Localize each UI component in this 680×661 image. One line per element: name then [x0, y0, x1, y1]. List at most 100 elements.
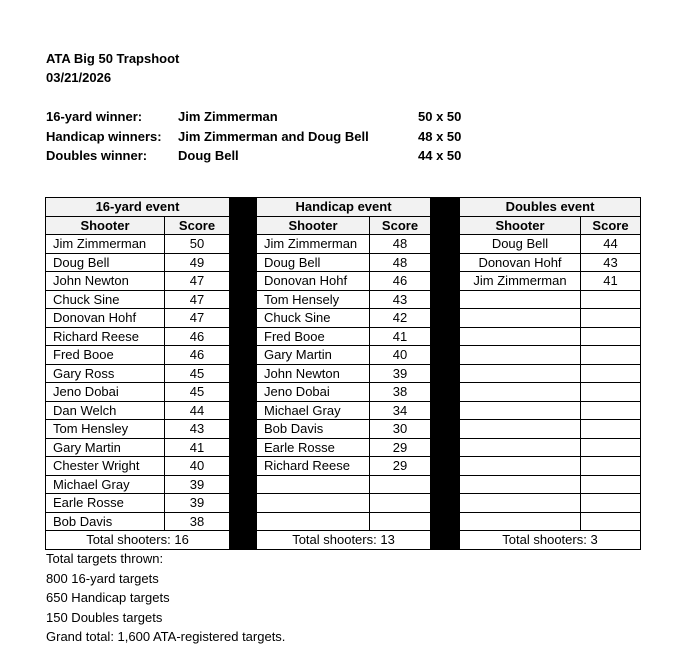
score-cell	[580, 308, 641, 328]
winner-score: 44 x 50	[418, 148, 462, 163]
score-cell: 29	[369, 456, 431, 476]
shooter-cell	[459, 308, 581, 328]
table-row: Richard Reese 46 Fred Booe 41	[45, 326, 641, 346]
table-row: Chester Wright 40 Richard Reese 29	[45, 456, 641, 476]
shooter-cell: Donovan Hohf	[45, 308, 165, 328]
column-separator	[430, 197, 460, 550]
shooter-cell	[459, 326, 581, 346]
score-cell: 47	[164, 308, 230, 328]
table-row: Gary Ross 45 John Newton 39	[45, 363, 641, 383]
shooter-cell: Chuck Sine	[45, 289, 165, 309]
winner-label: Handicap winners:	[46, 128, 162, 144]
shooter-cell: Jim Zimmerman	[256, 234, 370, 254]
event-title: Handicap event	[256, 197, 431, 217]
shooter-cell	[459, 493, 581, 513]
score-cell	[580, 345, 641, 365]
shooter-cell: Fred Booe	[45, 345, 165, 365]
winner-label: 16-yard winner:	[46, 109, 143, 124]
score-cell: 39	[164, 474, 230, 494]
event-title: Doubles event	[459, 197, 641, 217]
score-cell: 47	[164, 289, 230, 309]
event-title: 16-yard event	[45, 197, 230, 217]
score-cell: 49	[164, 252, 230, 272]
shooter-cell: Dan Welch	[45, 400, 165, 420]
winner-name: Jim Zimmerman and Doug Bell	[178, 128, 369, 144]
shooter-header: Shooter	[45, 215, 165, 235]
score-cell	[369, 474, 431, 494]
shooter-cell: John Newton	[256, 363, 370, 383]
winner-name: Doug Bell	[178, 148, 239, 163]
shooter-cell: John Newton	[45, 271, 165, 291]
shooter-cell: Richard Reese	[256, 456, 370, 476]
shooter-header: Shooter	[459, 215, 581, 235]
score-cell	[580, 437, 641, 457]
score-header: Score	[164, 215, 230, 235]
table-row: Donovan Hohf 47 Chuck Sine 42	[45, 308, 641, 328]
shooter-cell: Bob Davis	[45, 511, 165, 531]
shooter-cell	[256, 493, 370, 513]
shooter-cell: Tom Hensely	[256, 289, 370, 309]
shooter-cell: Doug Bell	[459, 234, 581, 254]
table-row: Dan Welch 44 Michael Gray 34	[45, 400, 641, 420]
shooter-cell	[459, 456, 581, 476]
score-cell: 43	[580, 252, 641, 272]
score-cell: 44	[580, 234, 641, 254]
score-cell: 43	[369, 289, 431, 309]
shooter-cell	[459, 363, 581, 383]
shooter-cell	[459, 511, 581, 531]
table-row: Jeno Dobai 45 Jeno Dobai 38	[45, 382, 641, 402]
shooter-cell	[256, 474, 370, 494]
shooter-cell: Fred Booe	[256, 326, 370, 346]
score-cell: 40	[369, 345, 431, 365]
shooter-cell: Jeno Dobai	[256, 382, 370, 402]
total-shooters: Total shooters: 13	[256, 530, 431, 550]
footer-line: 150 Doubles targets	[46, 609, 163, 625]
score-cell: 42	[369, 308, 431, 328]
winner-name: Jim Zimmerman	[178, 109, 278, 124]
document-title: ATA Big 50 Trapshoot	[46, 51, 180, 66]
table-row: Fred Booe 46 Gary Martin 40	[45, 345, 641, 365]
total-shooters: Total shooters: 16	[45, 530, 230, 550]
score-cell: 46	[164, 326, 230, 346]
score-cell	[580, 400, 641, 420]
shooter-cell	[256, 511, 370, 531]
results-table: 16-yard event Handicap event Doubles event…	[45, 197, 641, 550]
score-cell: 39	[369, 363, 431, 383]
score-cell: 43	[164, 419, 230, 439]
score-cell: 50	[164, 234, 230, 254]
footer-line: Grand total: 1,600 ATA-registered target…	[46, 629, 286, 644]
shooter-cell: Richard Reese	[45, 326, 165, 346]
score-cell: 39	[164, 493, 230, 513]
score-cell: 41	[369, 326, 431, 346]
footer-line: 650 Handicap targets	[46, 590, 170, 605]
score-cell: 44	[164, 400, 230, 420]
shooter-cell: Bob Davis	[256, 419, 370, 439]
table-row: Bob Davis 38	[45, 511, 641, 531]
column-separator	[229, 197, 257, 550]
shooter-header: Shooter	[256, 215, 370, 235]
event-title-row: 16-yard event Handicap event Doubles event	[45, 197, 641, 550]
score-cell: 41	[164, 437, 230, 457]
shooter-cell: Jim Zimmerman	[45, 234, 165, 254]
shooter-cell	[459, 382, 581, 402]
shooter-cell: Gary Martin	[45, 437, 165, 457]
table-row: Doug Bell 49 Doug Bell 48 Donovan Hohf 43	[45, 252, 641, 272]
shooter-cell: Michael Gray	[45, 474, 165, 494]
shooter-cell: Tom Hensley	[45, 419, 165, 439]
score-cell: 29	[369, 437, 431, 457]
document-date: 03/21/2026	[46, 70, 112, 85]
score-header: Score	[580, 215, 641, 235]
score-cell	[580, 419, 641, 439]
score-cell	[580, 456, 641, 476]
shooter-cell	[459, 289, 581, 309]
shooter-cell: Gary Martin	[256, 345, 370, 365]
shooter-cell: Chester Wright	[45, 456, 165, 476]
column-header-row: Shooter Score Shooter Score Shooter Score	[45, 215, 641, 235]
winner-label: Doubles winner:	[46, 148, 148, 163]
score-cell: 34	[369, 400, 431, 420]
table-row: Michael Gray 39	[45, 474, 641, 494]
score-cell: 48	[369, 234, 431, 254]
shooter-cell	[459, 474, 581, 494]
shooter-cell: Earle Rosse	[45, 493, 165, 513]
shooter-cell: Earle Rosse	[256, 437, 370, 457]
